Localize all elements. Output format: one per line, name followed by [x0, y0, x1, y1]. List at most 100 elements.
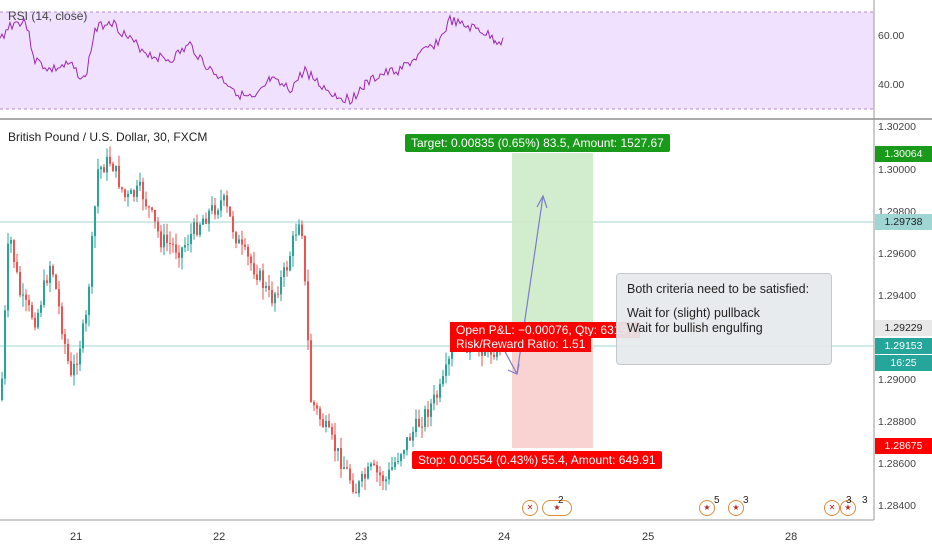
candle-body — [40, 304, 42, 313]
candle-body — [292, 235, 294, 256]
candle-body — [376, 465, 378, 473]
event-count: 3 — [846, 495, 852, 506]
candle-body — [241, 239, 243, 245]
date-label: 22 — [213, 531, 226, 543]
candle-body — [190, 233, 192, 245]
candle-body — [439, 384, 441, 398]
candle-body — [340, 448, 342, 469]
candle-body — [139, 181, 141, 186]
uk-flag-icon[interactable]: ✕ — [522, 500, 538, 516]
candle-body — [235, 232, 237, 244]
candle-body — [370, 463, 372, 467]
stop-zone[interactable] — [512, 346, 593, 448]
stop-price-badge: 1.28675 — [875, 438, 932, 454]
candle-body — [121, 187, 123, 190]
candle-body — [373, 463, 375, 466]
target-zone[interactable] — [512, 153, 593, 346]
event-count: 3 — [743, 495, 749, 506]
candle-body — [343, 467, 345, 469]
candle-body — [307, 281, 309, 341]
candle-body — [448, 358, 450, 365]
target-label[interactable]: Target: 0.00835 (0.65%) 83.5, Amount: 15… — [405, 134, 670, 152]
date-label: 25 — [642, 531, 655, 543]
candle-body — [145, 199, 147, 207]
pnl-label[interactable]: Open P&L: −0.00076, Qty: 63194 — [450, 322, 640, 338]
candle-body — [46, 280, 48, 283]
risk-reward-label[interactable]: Risk/Reward Ratio: 1.51 — [450, 336, 592, 352]
candle-body — [97, 169, 99, 207]
candle-body — [334, 434, 336, 452]
rsi-band — [0, 12, 874, 109]
candle-body — [112, 163, 114, 172]
candle-body — [445, 364, 447, 376]
candle-body — [19, 271, 21, 296]
candle-body — [109, 156, 111, 164]
candle-body — [433, 394, 435, 404]
candle-body — [196, 222, 198, 235]
stop-label[interactable]: Stop: 0.00554 (0.43%) 55.4, Amount: 649.… — [412, 451, 662, 469]
price-tick: 1.29000 — [878, 374, 916, 386]
symbol-title[interactable]: British Pound / U.S. Dollar, 30, FXCM — [8, 130, 208, 144]
candle-body — [391, 467, 393, 470]
candle-body — [205, 218, 207, 224]
candle-body — [268, 285, 270, 290]
candle-body — [130, 190, 132, 194]
candle-body — [364, 474, 366, 479]
candle-body — [76, 363, 78, 365]
candle-body — [226, 195, 228, 207]
event-count: 5 — [714, 495, 720, 506]
candle-body — [286, 267, 288, 271]
price-tick: 1.28400 — [878, 500, 916, 512]
candle-body — [232, 216, 234, 233]
candle-body — [259, 270, 261, 281]
us-flag-icon[interactable]: ★ — [699, 500, 715, 516]
candle-body — [358, 481, 360, 494]
candle-body — [187, 244, 189, 246]
event-count: 2 — [558, 495, 564, 506]
candle-body — [253, 263, 255, 275]
candle-body — [283, 267, 285, 278]
note-callout[interactable]: Both criteria need to be satisfied: Wait… — [616, 273, 832, 365]
note-line-1: Both criteria need to be satisfied: — [627, 282, 810, 296]
candle-body — [181, 247, 183, 258]
candle-body — [163, 234, 165, 248]
candle-body — [1, 378, 3, 400]
candle-body — [412, 431, 414, 441]
us-flag-icon[interactable]: ★ — [542, 500, 572, 516]
candle-body — [484, 351, 486, 356]
rsi-title: RSI (14, close) — [8, 9, 88, 23]
candle-body — [355, 492, 357, 494]
candle-body — [175, 244, 177, 253]
candle-body — [415, 418, 417, 432]
candle-body — [382, 475, 384, 482]
note-line-3: Wait for bullish engulfing — [627, 321, 763, 335]
candle-body — [313, 402, 315, 406]
candle-body — [223, 195, 225, 201]
projection-arrowhead-down — [507, 363, 520, 375]
candle-body — [169, 242, 171, 244]
date-label: 21 — [70, 531, 83, 543]
candle-body — [151, 207, 153, 210]
candle-body — [199, 224, 201, 235]
candle-body — [133, 190, 135, 197]
rsi-line — [0, 14, 504, 106]
uk-flag-icon[interactable]: ✕ — [824, 500, 840, 516]
candle-body — [271, 289, 273, 304]
candle-body — [361, 474, 363, 482]
candle-body — [436, 394, 438, 398]
candle-body — [325, 421, 327, 427]
candle-body — [394, 461, 396, 468]
price-tick: 1.29400 — [878, 290, 916, 302]
target-price-badge: 1.30064 — [875, 146, 932, 162]
candle-body — [67, 343, 69, 362]
us-flag-icon[interactable]: ★ — [840, 500, 856, 516]
candle-body — [247, 246, 249, 257]
candle-body — [418, 418, 420, 427]
candle-body — [124, 189, 126, 198]
candle-body — [274, 293, 276, 304]
candle-body — [13, 240, 15, 263]
us-flag-icon[interactable]: ★ — [728, 500, 744, 516]
rsi-tick-60: 60.00 — [878, 30, 905, 42]
